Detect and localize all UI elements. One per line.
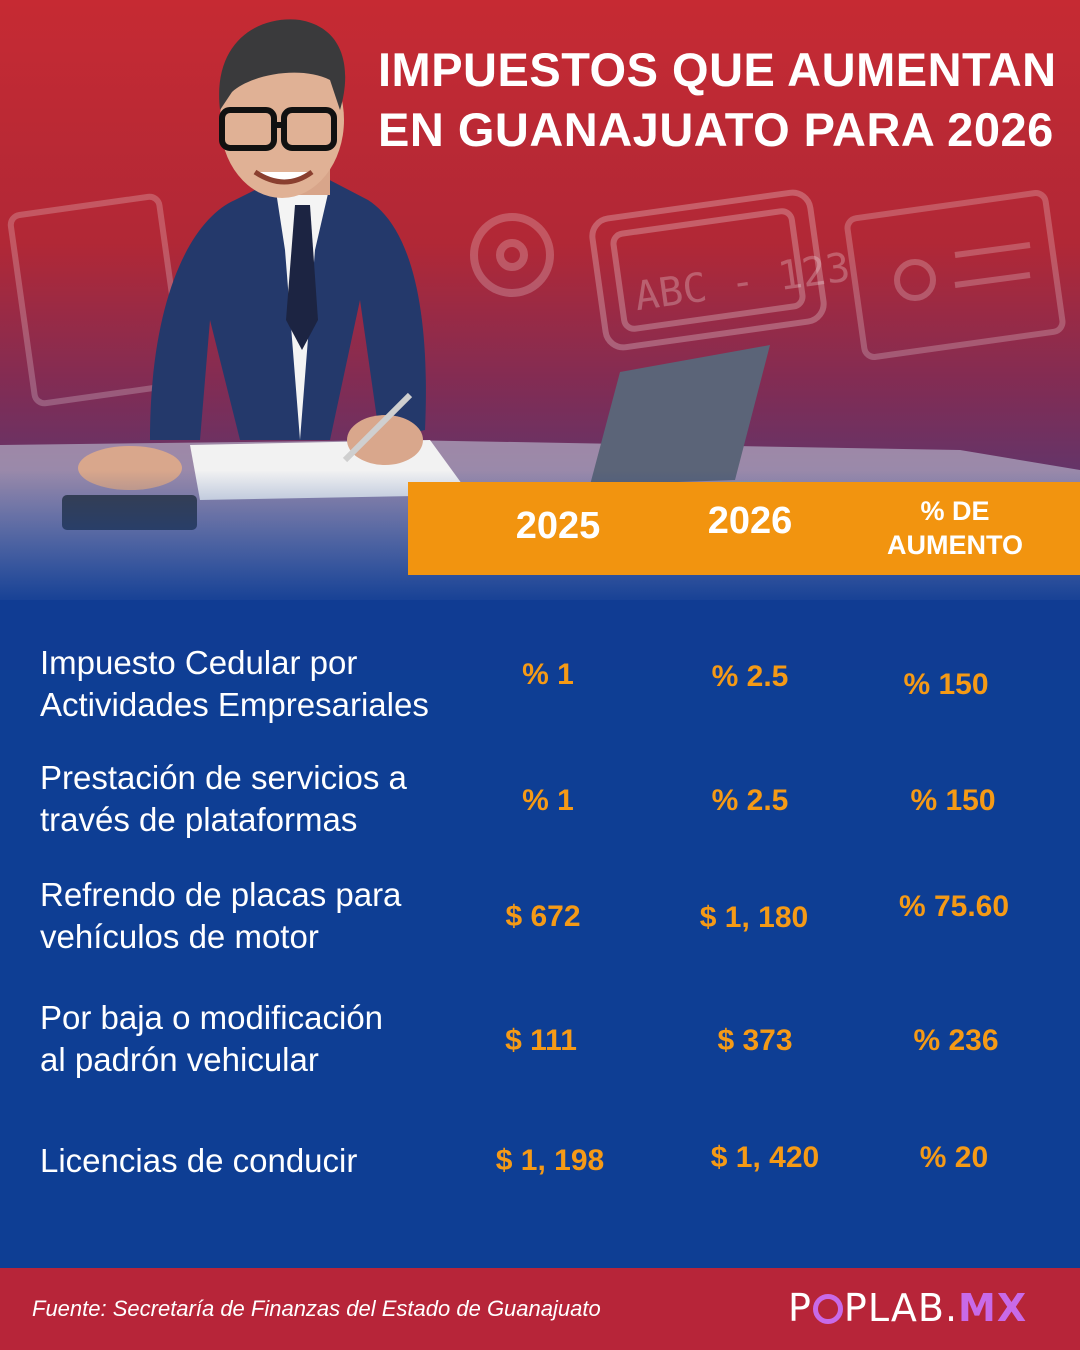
license-plate-icon xyxy=(589,189,827,351)
value-2025: $ 672 xyxy=(505,900,581,933)
table-header-bar xyxy=(408,482,1080,575)
row-label-line: al padrón vehicular xyxy=(40,1041,319,1078)
value-2025: $ 111 xyxy=(505,1024,577,1057)
logo-o-icon xyxy=(812,1294,843,1324)
row-label-line: vehículos de motor xyxy=(40,918,319,955)
value-2025: $ 1, 198 xyxy=(495,1144,605,1177)
value-2026: % 2.5 xyxy=(711,784,789,817)
row-label-line: Impuesto Cedular por xyxy=(40,644,358,681)
row-label-licencias: Licencias de conducir xyxy=(40,1140,470,1182)
row-label-padron-vehicular: Por baja o modificación al padrón vehicu… xyxy=(40,997,470,1081)
plate-text: ABC - 123 xyxy=(632,244,853,320)
value-2025: % 1 xyxy=(522,658,574,691)
id-card-icon xyxy=(844,190,1066,360)
logo-letter: P xyxy=(788,1286,812,1330)
footer-bar xyxy=(0,1268,1080,1350)
row-label-line: Refrendo de placas para xyxy=(40,876,402,913)
row-label-impuesto-cedular: Impuesto Cedular por Actividades Empresa… xyxy=(40,642,470,726)
value-percent: % 150 xyxy=(910,784,996,817)
header-2025: 2025 xyxy=(515,505,601,547)
value-percent: % 236 xyxy=(913,1024,999,1057)
value-2026: $ 1, 420 xyxy=(710,1141,820,1174)
value-2026: $ 1, 180 xyxy=(699,901,809,934)
row-label-line: Licencias de conducir xyxy=(40,1142,358,1179)
row-label-line: Por baja o modificación xyxy=(40,999,384,1036)
value-percent: % 150 xyxy=(903,668,989,701)
value-percent: % 75.60 xyxy=(898,890,1010,923)
value-percent: % 20 xyxy=(919,1141,989,1174)
row-label-line: Actividades Empresariales xyxy=(40,686,429,723)
row-label-plataformas: Prestación de servicios a través de plat… xyxy=(40,757,470,841)
row-label-line: Prestación de servicios a xyxy=(40,759,407,796)
page-title: IMPUESTOS QUE AUMENTAN EN GUANAJUATO PAR… xyxy=(378,40,1068,160)
title-line-2: EN GUANAJUATO PARA 2026 xyxy=(378,103,1054,156)
gear-icon xyxy=(470,213,554,297)
poplab-logo: P PLAB.MX xyxy=(788,1286,1027,1330)
row-label-refrendo-placas: Refrendo de placas para vehículos de mot… xyxy=(40,874,470,958)
logo-text: PLAB. xyxy=(843,1286,959,1330)
value-2025: % 1 xyxy=(522,784,574,817)
value-2026: % 2.5 xyxy=(711,660,789,693)
table-background xyxy=(0,600,1080,1270)
header-percent-line-2: AUMENTO xyxy=(886,530,1023,560)
logo-mx: MX xyxy=(958,1286,1028,1330)
value-2026: $ 373 xyxy=(717,1024,793,1057)
header-2026: 2026 xyxy=(707,500,793,542)
title-line-1: IMPUESTOS QUE AUMENTAN xyxy=(378,43,1057,96)
source-note: Fuente: Secretaría de Finanzas del Estad… xyxy=(32,1296,601,1321)
header-percent-line-1: % DE xyxy=(920,496,990,526)
row-label-line: través de plataformas xyxy=(40,801,358,838)
header-percent-increase: % DE AUMENTO xyxy=(860,494,1050,562)
